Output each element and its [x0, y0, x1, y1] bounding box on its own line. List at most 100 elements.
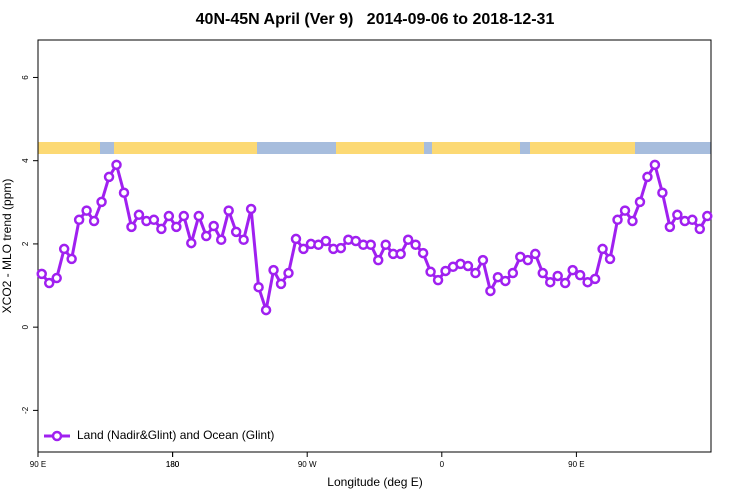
point	[171, 221, 182, 233]
x-tick-label: 180	[166, 460, 180, 469]
point	[201, 230, 212, 242]
y-tick-label: -2	[21, 406, 30, 414]
point	[320, 235, 332, 247]
point	[552, 270, 563, 282]
point	[275, 278, 287, 290]
point	[156, 223, 167, 235]
point	[58, 243, 70, 255]
point	[507, 267, 519, 279]
plot-frame	[37, 39, 712, 453]
point	[470, 267, 481, 279]
y-axis-label: XCO2 - MLO trend (ppm)	[0, 179, 14, 314]
point	[36, 268, 47, 280]
point	[477, 254, 489, 266]
point	[619, 205, 631, 216]
land-ocean-band	[38, 142, 711, 154]
legend-label: Land (Nadir&Glint) and Ocean (Glint)	[77, 428, 274, 442]
point	[417, 247, 429, 259]
y-tick-label: 4	[21, 158, 30, 163]
point	[118, 187, 130, 198]
point	[537, 267, 548, 279]
x-tick-label: 0	[440, 460, 445, 469]
point	[664, 221, 676, 233]
point	[81, 205, 92, 216]
point	[372, 254, 384, 266]
x-axis-label: Longitude (deg E)	[327, 475, 422, 489]
point	[111, 159, 122, 171]
point	[260, 304, 272, 316]
point	[597, 243, 608, 255]
point	[245, 203, 257, 215]
point	[425, 266, 436, 278]
x-tick-label: 90 E	[568, 460, 584, 469]
point	[238, 234, 249, 246]
point	[290, 233, 302, 245]
land-band	[530, 142, 635, 154]
land-band	[38, 142, 100, 154]
point	[544, 276, 556, 288]
point	[335, 242, 347, 254]
point	[574, 269, 586, 281]
point	[672, 209, 683, 221]
point	[462, 260, 474, 272]
point	[627, 215, 638, 227]
point	[208, 220, 219, 232]
land-band	[114, 142, 257, 154]
point	[96, 196, 107, 208]
point	[402, 234, 414, 246]
point	[230, 226, 242, 238]
point	[440, 265, 451, 277]
point	[687, 214, 698, 226]
point	[657, 187, 668, 198]
point	[126, 221, 137, 233]
x-tick-label: 90 W	[298, 460, 317, 469]
point	[298, 243, 309, 255]
land-band	[432, 142, 520, 154]
point	[612, 214, 623, 226]
x-tick-label: 90 E	[30, 460, 46, 469]
point	[634, 196, 646, 208]
point	[649, 159, 661, 171]
point	[148, 214, 160, 226]
point	[66, 253, 77, 265]
point	[604, 253, 616, 265]
point	[559, 277, 571, 289]
point	[567, 264, 578, 276]
point	[223, 205, 234, 216]
x-tick-label: 180	[166, 460, 180, 469]
point	[522, 254, 534, 266]
legend-marker	[51, 430, 63, 442]
point	[51, 272, 62, 284]
point	[589, 273, 601, 285]
point	[410, 239, 421, 251]
point	[43, 277, 55, 289]
point	[178, 210, 190, 222]
land-band	[336, 142, 424, 154]
point	[73, 214, 85, 226]
chart-title: 40N-45N April (Ver 9) 2014-09-06 to 2018…	[196, 11, 555, 28]
point	[268, 264, 279, 276]
point	[485, 285, 496, 297]
point	[380, 239, 391, 251]
point	[163, 210, 175, 222]
point	[186, 237, 197, 249]
point	[500, 275, 511, 287]
y-tick-label: 6	[21, 75, 30, 80]
point	[133, 209, 145, 221]
point	[215, 234, 227, 246]
point	[702, 210, 713, 222]
y-tick-label: 2	[21, 241, 30, 246]
point	[642, 171, 653, 183]
y-tick-label: 0	[21, 324, 30, 329]
point	[530, 248, 541, 260]
series-line	[40, 161, 709, 311]
point	[253, 281, 264, 293]
point	[103, 171, 115, 183]
point	[694, 223, 706, 235]
point	[365, 239, 377, 251]
point	[88, 215, 100, 227]
point	[283, 267, 294, 279]
point	[432, 274, 444, 286]
point	[395, 248, 406, 260]
